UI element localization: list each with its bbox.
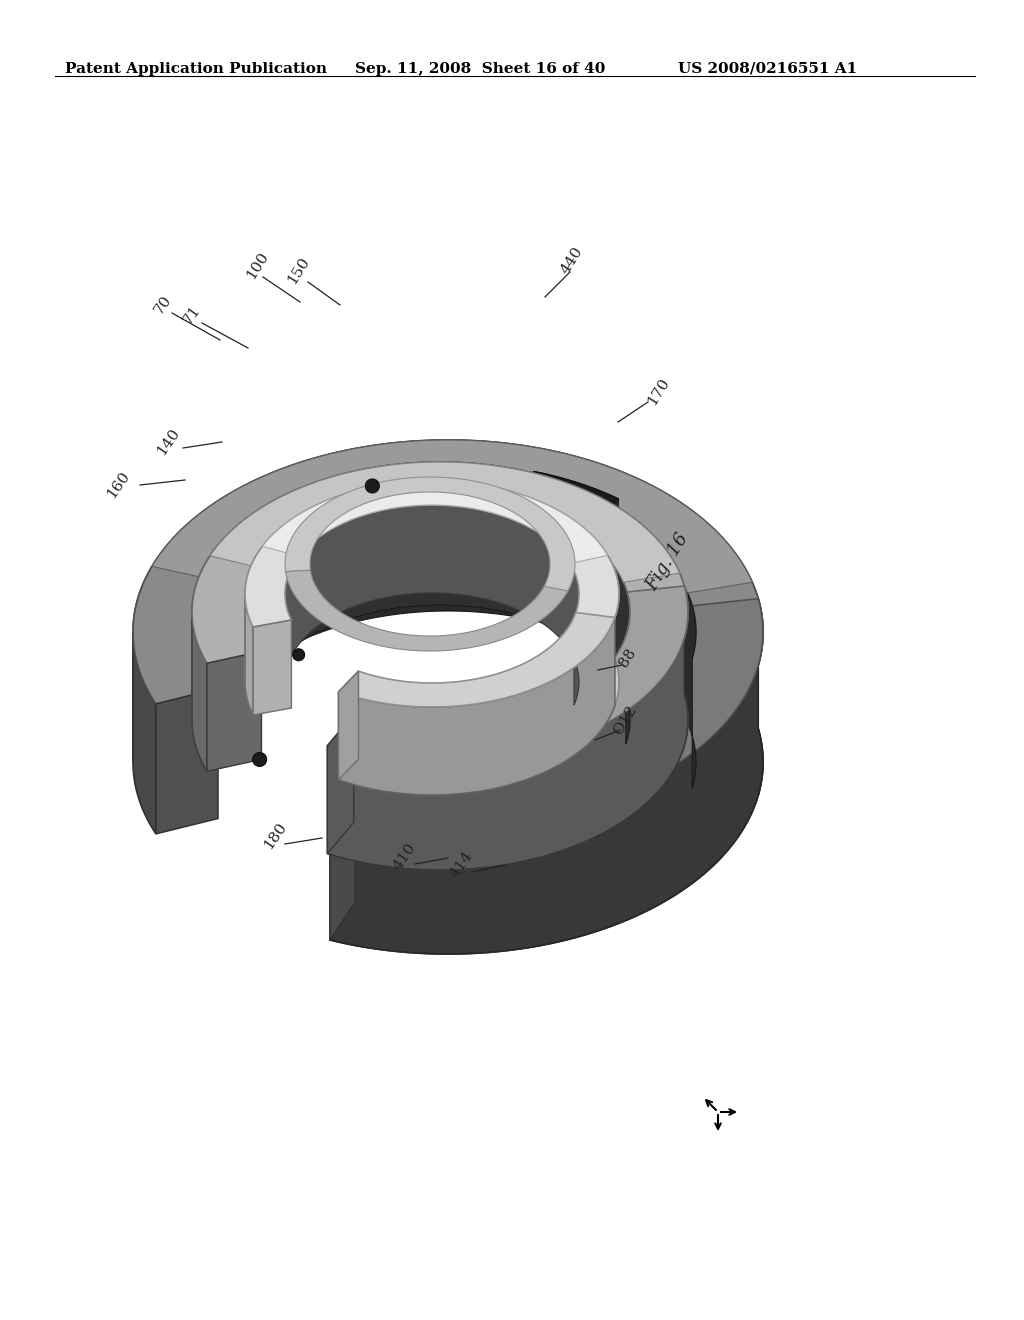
Polygon shape — [339, 671, 358, 780]
Polygon shape — [285, 506, 579, 705]
Polygon shape — [133, 440, 763, 796]
Polygon shape — [507, 471, 618, 541]
Polygon shape — [339, 612, 615, 708]
Text: 440: 440 — [558, 244, 586, 276]
Polygon shape — [330, 599, 763, 954]
Text: Fig. 16: Fig. 16 — [643, 531, 692, 594]
Polygon shape — [193, 462, 688, 751]
Polygon shape — [328, 586, 688, 870]
Text: 100: 100 — [244, 249, 270, 281]
Text: 150: 150 — [285, 255, 311, 286]
Polygon shape — [245, 480, 618, 627]
Text: 88: 88 — [617, 645, 639, 669]
Text: 160: 160 — [103, 469, 132, 502]
Polygon shape — [250, 498, 630, 744]
Text: 140: 140 — [154, 426, 182, 458]
Polygon shape — [262, 480, 607, 564]
Circle shape — [253, 752, 266, 767]
Text: 410: 410 — [391, 841, 419, 873]
Polygon shape — [328, 714, 353, 854]
Polygon shape — [245, 590, 253, 715]
Circle shape — [366, 479, 379, 492]
Text: 180: 180 — [261, 820, 289, 851]
Text: 170: 170 — [644, 376, 672, 408]
Text: O12: O12 — [610, 702, 639, 738]
Polygon shape — [210, 462, 680, 582]
Polygon shape — [285, 477, 575, 594]
Polygon shape — [193, 612, 207, 771]
Polygon shape — [156, 689, 218, 834]
Polygon shape — [534, 471, 618, 529]
Text: US 2008/0216551 A1: US 2008/0216551 A1 — [678, 62, 857, 77]
Polygon shape — [330, 599, 763, 824]
Polygon shape — [133, 632, 156, 834]
Text: 71: 71 — [180, 304, 204, 327]
Polygon shape — [152, 440, 753, 593]
Text: 414: 414 — [447, 849, 476, 880]
Text: Sep. 11, 2008  Sheet 16 of 40: Sep. 11, 2008 Sheet 16 of 40 — [355, 62, 605, 77]
Polygon shape — [253, 620, 292, 715]
Polygon shape — [286, 570, 568, 651]
Polygon shape — [200, 480, 696, 788]
Polygon shape — [133, 440, 763, 704]
Circle shape — [293, 649, 304, 661]
Polygon shape — [207, 651, 261, 771]
Text: Patent Application Publication: Patent Application Publication — [65, 62, 327, 77]
Polygon shape — [193, 462, 688, 664]
Text: 70: 70 — [152, 293, 174, 317]
Polygon shape — [245, 480, 618, 711]
Polygon shape — [328, 586, 688, 762]
Polygon shape — [339, 618, 615, 795]
Polygon shape — [330, 772, 355, 940]
